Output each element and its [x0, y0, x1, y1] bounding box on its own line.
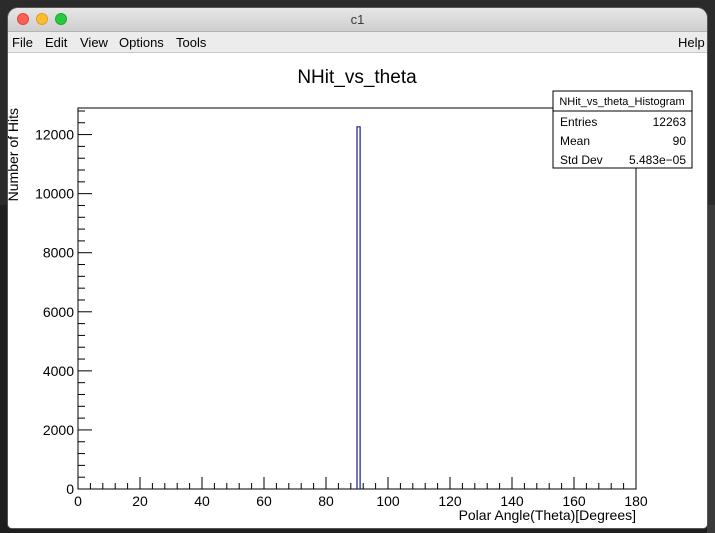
stats-box[interactable]: NHit_vs_theta_Histogram Entries 12263 Me…: [552, 90, 693, 169]
plot-canvas[interactable]: NHit_vs_theta 0 2000 4000 6000 8000 10000 1200…: [8, 53, 707, 528]
y-axis: 0 2000 4000 6000 8000 10000 12000: [35, 110, 92, 497]
menu-view[interactable]: View: [80, 35, 108, 50]
x-tick-label: 40: [194, 493, 210, 509]
background-window-edge: [707, 205, 715, 533]
stats-box-frame: [552, 90, 693, 169]
y-tick-label: 8000: [43, 245, 74, 261]
title-bar[interactable]: c1: [8, 8, 707, 32]
x-tick-label: 180: [624, 493, 648, 509]
menu-tools[interactable]: Tools: [176, 35, 207, 50]
y-tick-label: 4000: [43, 363, 74, 379]
x-tick-label: 120: [438, 493, 462, 509]
y-tick-label: 2000: [43, 422, 74, 438]
x-tick-label: 0: [74, 493, 82, 509]
menu-help[interactable]: Help: [678, 35, 705, 50]
x-axis: 0 20 40 60 80 100 120 140 160 180: [74, 477, 648, 509]
y-tick-label: 6000: [43, 304, 74, 320]
stats-mean-label: Mean: [560, 134, 590, 148]
y-tick-label: 0: [66, 481, 74, 497]
menu-edit[interactable]: Edit: [45, 35, 68, 50]
histogram-bin: [356, 126, 361, 489]
close-window-icon[interactable]: [17, 13, 29, 25]
x-axis-label: Polar Angle(Theta)[Degrees]: [459, 507, 636, 523]
window-title: c1: [350, 12, 365, 27]
stats-stddev-label: Std Dev: [560, 153, 603, 167]
stats-mean-value: 90: [673, 134, 687, 148]
y-tick-label: 10000: [35, 186, 74, 202]
stats-stddev-value: 5.483e−05: [629, 153, 686, 167]
zoom-window-icon[interactable]: [55, 13, 67, 25]
minimize-window-icon[interactable]: [36, 13, 48, 25]
x-tick-label: 80: [318, 493, 334, 509]
histogram-bins: [356, 126, 361, 489]
chart-title: NHit_vs_theta: [297, 67, 417, 88]
x-tick-label: 20: [132, 493, 148, 509]
y-axis-label: Number of Hits: [8, 108, 21, 201]
stats-entries-value: 12263: [653, 115, 687, 129]
menu-options[interactable]: Options: [119, 35, 164, 50]
x-tick-label: 140: [500, 493, 524, 509]
x-tick-label: 60: [256, 493, 272, 509]
menu-bar: File Edit View Options Tools Help: [8, 32, 707, 53]
stats-entries-label: Entries: [560, 115, 597, 129]
menu-file[interactable]: File: [12, 35, 33, 50]
y-tick-label: 12000: [35, 127, 74, 143]
root-canvas-window: c1 File Edit View Options Tools Help NHi…: [8, 8, 707, 528]
x-tick-label: 100: [376, 493, 400, 509]
stats-box-title: NHit_vs_theta_Histogram: [559, 96, 684, 108]
histogram-plot: NHit_vs_theta 02000400060008000100001200…: [8, 67, 693, 523]
x-tick-label: 160: [562, 493, 586, 509]
